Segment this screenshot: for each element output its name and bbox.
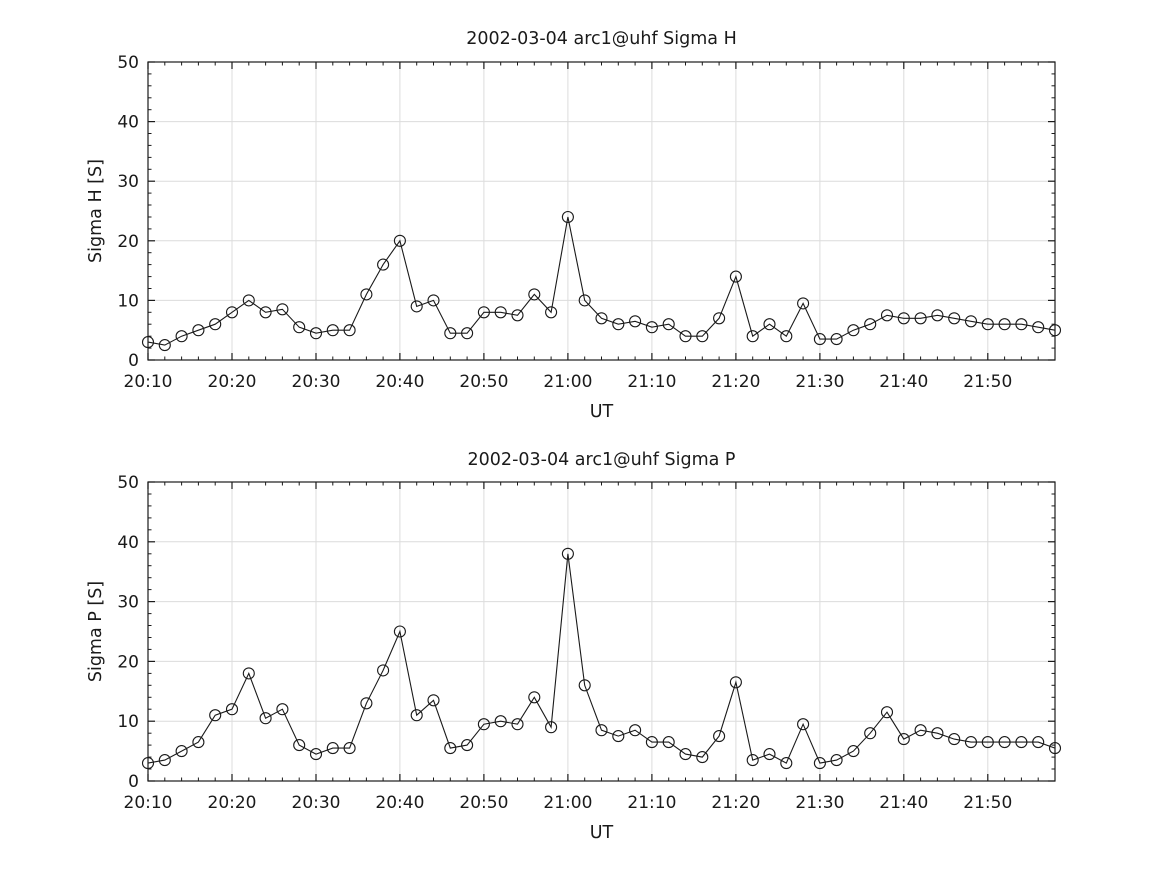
svg-text:21:10: 21:10 <box>627 372 676 392</box>
svg-text:30: 30 <box>117 172 139 192</box>
svg-text:Sigma P [S]: Sigma P [S] <box>86 581 106 682</box>
svg-text:40: 40 <box>117 113 139 133</box>
svg-text:0: 0 <box>128 772 139 792</box>
svg-text:10: 10 <box>117 291 139 311</box>
svg-text:UT: UT <box>590 823 614 843</box>
svg-text:21:30: 21:30 <box>795 793 844 813</box>
svg-text:10: 10 <box>117 712 139 732</box>
svg-text:21:20: 21:20 <box>711 372 760 392</box>
svg-text:50: 50 <box>117 473 139 493</box>
svg-text:20:40: 20:40 <box>375 372 424 392</box>
svg-text:40: 40 <box>117 533 139 553</box>
svg-text:20:30: 20:30 <box>292 372 341 392</box>
svg-text:21:30: 21:30 <box>795 372 844 392</box>
svg-text:2002-03-04 arc1@uhf Sigma H: 2002-03-04 arc1@uhf Sigma H <box>466 29 737 49</box>
svg-text:20:50: 20:50 <box>459 793 508 813</box>
svg-text:20:30: 20:30 <box>292 793 341 813</box>
svg-text:21:00: 21:00 <box>543 372 592 392</box>
svg-text:20:40: 20:40 <box>375 793 424 813</box>
svg-text:21:50: 21:50 <box>963 793 1012 813</box>
svg-text:0: 0 <box>128 351 139 371</box>
svg-text:Sigma H [S]: Sigma H [S] <box>86 159 106 263</box>
svg-text:20:10: 20:10 <box>124 793 173 813</box>
svg-text:2002-03-04 arc1@uhf Sigma P: 2002-03-04 arc1@uhf Sigma P <box>468 450 736 470</box>
svg-text:20:20: 20:20 <box>208 793 257 813</box>
svg-text:21:40: 21:40 <box>879 793 928 813</box>
sigma-p-plot: 20:10 20:20 20:30 20:40 20:50 21:00 21:10 21:20… <box>86 450 1062 843</box>
svg-text:20:10: 20:10 <box>124 372 173 392</box>
svg-text:21:00: 21:00 <box>543 793 592 813</box>
svg-text:20: 20 <box>117 232 139 252</box>
svg-text:21:50: 21:50 <box>963 372 1012 392</box>
svg-text:UT: UT <box>590 402 614 422</box>
svg-text:20: 20 <box>117 652 139 672</box>
svg-text:21:20: 21:20 <box>711 793 760 813</box>
svg-text:20:20: 20:20 <box>208 372 257 392</box>
sigma-h-plot: 20:10 20:20 20:30 20:40 20:50 21:00 21:10 21:20… <box>86 29 1062 422</box>
svg-text:21:10: 21:10 <box>627 793 676 813</box>
svg-text:30: 30 <box>117 593 139 613</box>
svg-text:20:50: 20:50 <box>459 372 508 392</box>
sigma-h-chart: 20:10 20:20 20:30 20:40 20:50 21:00 21:10 21:20… <box>0 0 1167 441</box>
sigma-p-chart: 20:10 20:20 20:30 20:40 20:50 21:00 21:10 21:20… <box>0 441 1167 883</box>
svg-text:50: 50 <box>117 53 139 73</box>
svg-text:21:40: 21:40 <box>879 372 928 392</box>
